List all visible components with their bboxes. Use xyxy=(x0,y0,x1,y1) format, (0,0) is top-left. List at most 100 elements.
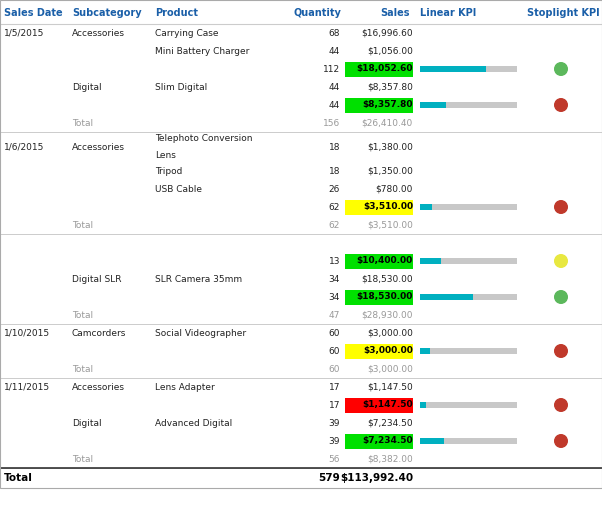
Text: $1,056.00: $1,056.00 xyxy=(367,46,413,56)
Text: $8,382.00: $8,382.00 xyxy=(367,454,413,463)
Text: $28,930.00: $28,930.00 xyxy=(361,310,413,319)
Text: $8,357.80: $8,357.80 xyxy=(367,83,413,92)
Text: $780.00: $780.00 xyxy=(376,185,413,194)
Text: 1/5/2015: 1/5/2015 xyxy=(4,28,45,37)
Text: SLR Camera 35mm: SLR Camera 35mm xyxy=(155,275,242,284)
Text: Accessories: Accessories xyxy=(72,28,125,37)
Text: $7,234.50: $7,234.50 xyxy=(362,437,413,446)
Text: Sales: Sales xyxy=(380,8,410,18)
Text: Total: Total xyxy=(72,118,93,127)
Text: 1/11/2015: 1/11/2015 xyxy=(4,382,50,391)
Text: $10,400.00: $10,400.00 xyxy=(357,257,413,266)
Text: 156: 156 xyxy=(323,118,340,127)
Text: $113,992.40: $113,992.40 xyxy=(340,473,413,483)
Text: $1,147.50: $1,147.50 xyxy=(367,382,413,391)
Text: $3,000.00: $3,000.00 xyxy=(367,329,413,338)
Text: 17: 17 xyxy=(329,382,340,391)
Text: Stoplight KPI: Stoplight KPI xyxy=(527,8,600,18)
Text: Digital: Digital xyxy=(72,419,102,428)
Text: Linear KPI: Linear KPI xyxy=(420,8,476,18)
Text: USB Cable: USB Cable xyxy=(155,185,202,194)
Text: Sales Date: Sales Date xyxy=(4,8,63,18)
Circle shape xyxy=(554,99,567,112)
Bar xyxy=(420,102,517,108)
Text: Total: Total xyxy=(72,365,93,373)
Text: 68: 68 xyxy=(329,28,340,37)
Text: 44: 44 xyxy=(329,83,340,92)
Text: 44: 44 xyxy=(329,100,340,109)
Bar xyxy=(420,204,517,210)
Text: 1/6/2015: 1/6/2015 xyxy=(4,143,45,151)
Text: 47: 47 xyxy=(329,310,340,319)
Text: 112: 112 xyxy=(323,65,340,74)
Circle shape xyxy=(554,291,567,304)
Text: 34: 34 xyxy=(329,275,340,284)
Text: Total: Total xyxy=(72,454,93,463)
Text: Total: Total xyxy=(72,220,93,229)
Bar xyxy=(345,254,413,268)
Text: Tripod: Tripod xyxy=(155,167,182,176)
Bar xyxy=(345,343,413,359)
Text: Lens: Lens xyxy=(155,151,176,160)
Text: $1,380.00: $1,380.00 xyxy=(367,143,413,151)
Circle shape xyxy=(554,255,567,267)
Bar xyxy=(420,102,446,108)
Text: 60: 60 xyxy=(329,365,340,373)
Bar xyxy=(345,398,413,412)
Bar xyxy=(345,62,413,76)
Text: Social Videographer: Social Videographer xyxy=(155,329,246,338)
Circle shape xyxy=(554,434,567,447)
Text: 26: 26 xyxy=(329,185,340,194)
Text: Carrying Case: Carrying Case xyxy=(155,28,219,37)
Bar xyxy=(420,438,444,444)
Text: Camcorders: Camcorders xyxy=(72,329,126,338)
Text: 56: 56 xyxy=(329,454,340,463)
Text: Digital: Digital xyxy=(72,83,102,92)
Text: $3,510.00: $3,510.00 xyxy=(367,220,413,229)
Text: 17: 17 xyxy=(329,400,340,410)
Text: Digital SLR: Digital SLR xyxy=(72,275,122,284)
Bar xyxy=(345,433,413,449)
Text: $3,000.00: $3,000.00 xyxy=(367,365,413,373)
Bar xyxy=(420,348,430,354)
Bar xyxy=(345,97,413,113)
Bar xyxy=(420,66,517,72)
Bar xyxy=(420,438,517,444)
Bar xyxy=(420,258,441,264)
Bar xyxy=(420,66,486,72)
Text: 60: 60 xyxy=(329,329,340,338)
Text: 62: 62 xyxy=(329,203,340,211)
Text: $18,530.00: $18,530.00 xyxy=(361,275,413,284)
Bar xyxy=(345,199,413,215)
Text: Product: Product xyxy=(155,8,198,18)
Text: $1,147.50: $1,147.50 xyxy=(362,400,413,410)
Bar xyxy=(420,258,517,264)
Text: Slim Digital: Slim Digital xyxy=(155,83,207,92)
Bar xyxy=(420,348,517,354)
Text: Quantity: Quantity xyxy=(293,8,341,18)
Text: $1,350.00: $1,350.00 xyxy=(367,167,413,176)
Text: $8,357.80: $8,357.80 xyxy=(362,100,413,109)
Text: 18: 18 xyxy=(329,143,340,151)
Text: 18: 18 xyxy=(329,167,340,176)
Text: Mini Battery Charger: Mini Battery Charger xyxy=(155,46,249,56)
Text: $3,000.00: $3,000.00 xyxy=(363,347,413,356)
Text: $16,996.60: $16,996.60 xyxy=(361,28,413,37)
Bar xyxy=(345,289,413,305)
Text: 34: 34 xyxy=(329,292,340,301)
Text: 13: 13 xyxy=(329,257,340,266)
Text: 39: 39 xyxy=(329,419,340,428)
Text: $3,510.00: $3,510.00 xyxy=(363,203,413,211)
Text: Advanced Digital: Advanced Digital xyxy=(155,419,232,428)
Bar xyxy=(420,204,432,210)
Text: $7,234.50: $7,234.50 xyxy=(367,419,413,428)
Circle shape xyxy=(554,345,567,357)
Text: 579: 579 xyxy=(318,473,340,483)
Text: Accessories: Accessories xyxy=(72,382,125,391)
Text: Subcategory: Subcategory xyxy=(72,8,141,18)
Circle shape xyxy=(554,201,567,214)
Text: Total: Total xyxy=(72,310,93,319)
Text: Total: Total xyxy=(4,473,33,483)
Circle shape xyxy=(554,63,567,75)
Bar xyxy=(420,294,517,300)
